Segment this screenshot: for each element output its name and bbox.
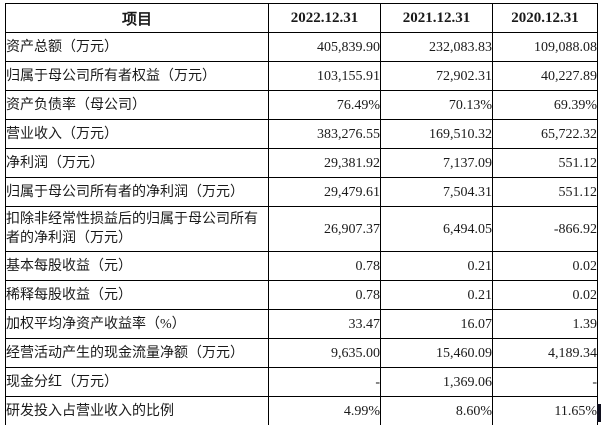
table-row-parent-net-profit: 归属于母公司所有者的净利润（万元） 29,479.61 7,504.31 551… xyxy=(5,177,598,207)
value-cell: 232,083.83 xyxy=(380,32,493,62)
table-row-diluted-eps: 稀释每股收益（元） 0.78 0.21 0.02 xyxy=(5,280,598,310)
value-cell: - xyxy=(268,367,381,397)
value-cell: 33.47 xyxy=(268,309,381,339)
row-label: 归属于母公司所有者权益（万元） xyxy=(5,61,269,91)
header-row: 项目 2022.12.31 2021.12.31 2020.12.31 xyxy=(5,3,598,33)
row-label: 归属于母公司所有者的净利润（万元） xyxy=(5,177,269,207)
column-header-2020: 2020.12.31 xyxy=(492,3,598,33)
row-label: 稀释每股收益（元） xyxy=(5,280,269,310)
value-cell: 40,227.89 xyxy=(492,61,598,91)
value-cell: 551.12 xyxy=(492,177,598,207)
value-cell: 1.39 xyxy=(492,309,598,339)
row-label: 基本每股收益（元） xyxy=(5,251,269,281)
row-label: 加权平均净资产收益率（%） xyxy=(5,309,269,339)
table-row-operating-cash-flow: 经营活动产生的现金流量净额（万元） 9,635.00 15,460.09 4,1… xyxy=(5,338,598,368)
row-label: 现金分红（万元） xyxy=(5,367,269,397)
value-cell: 0.78 xyxy=(268,280,381,310)
value-cell: 0.78 xyxy=(268,251,381,281)
text-cursor xyxy=(597,404,601,422)
table-row-rd-ratio: 研发投入占营业收入的比例 4.99% 8.60% 11.65% xyxy=(5,396,598,425)
value-cell: 65,722.32 xyxy=(492,119,598,149)
value-cell: 11.65% xyxy=(492,396,598,425)
value-cell: 169,510.32 xyxy=(380,119,493,149)
value-cell: 4,189.34 xyxy=(492,338,598,368)
value-cell: 70.13% xyxy=(380,90,493,120)
value-cell: 6,494.05 xyxy=(380,206,493,252)
value-cell: 72,902.31 xyxy=(380,61,493,91)
value-cell: 16.07 xyxy=(380,309,493,339)
financial-summary-table: 项目 2022.12.31 2021.12.31 2020.12.31 资产总额… xyxy=(5,3,598,425)
value-cell: 29,381.92 xyxy=(268,148,381,178)
row-label: 资产总额（万元） xyxy=(5,32,269,62)
value-cell: 0.02 xyxy=(492,251,598,281)
row-label: 资产负债率（母公司） xyxy=(5,90,269,120)
value-cell: 383,276.55 xyxy=(268,119,381,149)
table-row-revenue: 营业收入（万元） 383,276.55 169,510.32 65,722.32 xyxy=(5,119,598,149)
column-header-2021: 2021.12.31 xyxy=(380,3,493,33)
value-cell: 4.99% xyxy=(268,396,381,425)
value-cell: 0.02 xyxy=(492,280,598,310)
table-row-roe: 加权平均净资产收益率（%） 33.47 16.07 1.39 xyxy=(5,309,598,339)
table-row-parent-equity: 归属于母公司所有者权益（万元） 103,155.91 72,902.31 40,… xyxy=(5,61,598,91)
value-cell: 7,137.09 xyxy=(380,148,493,178)
row-label: 研发投入占营业收入的比例 xyxy=(5,396,269,425)
value-cell: 405,839.90 xyxy=(268,32,381,62)
value-cell: 0.21 xyxy=(380,280,493,310)
value-cell: 7,504.31 xyxy=(380,177,493,207)
column-header-2022: 2022.12.31 xyxy=(268,3,381,33)
value-cell: 1,369.06 xyxy=(380,367,493,397)
value-cell: -866.92 xyxy=(492,206,598,252)
value-cell: 69.39% xyxy=(492,90,598,120)
value-cell: 551.12 xyxy=(492,148,598,178)
table-row-net-profit: 净利润（万元） 29,381.92 7,137.09 551.12 xyxy=(5,148,598,178)
value-cell: 109,088.08 xyxy=(492,32,598,62)
value-cell: 76.49% xyxy=(268,90,381,120)
value-cell: 8.60% xyxy=(380,396,493,425)
row-label: 净利润（万元） xyxy=(5,148,269,178)
value-cell: 26,907.37 xyxy=(268,206,381,252)
table-row-debt-ratio: 资产负债率（母公司） 76.49% 70.13% 69.39% xyxy=(5,90,598,120)
value-cell: 103,155.91 xyxy=(268,61,381,91)
value-cell: 29,479.61 xyxy=(268,177,381,207)
value-cell: 9,635.00 xyxy=(268,338,381,368)
column-header-item: 项目 xyxy=(5,3,269,33)
table-row-deducted-net-profit: 扣除非经常性损益后的归属于母公司所有者的净利润（万元） 26,907.37 6,… xyxy=(5,206,598,252)
table-row-cash-dividend: 现金分红（万元） - 1,369.06 - xyxy=(5,367,598,397)
table-row-basic-eps: 基本每股收益（元） 0.78 0.21 0.02 xyxy=(5,251,598,281)
row-label: 营业收入（万元） xyxy=(5,119,269,149)
row-label: 经营活动产生的现金流量净额（万元） xyxy=(5,338,269,368)
value-cell: 0.21 xyxy=(380,251,493,281)
row-label: 扣除非经常性损益后的归属于母公司所有者的净利润（万元） xyxy=(5,206,269,252)
table-row-total-assets: 资产总额（万元） 405,839.90 232,083.83 109,088.0… xyxy=(5,32,598,62)
value-cell: - xyxy=(492,367,598,397)
value-cell: 15,460.09 xyxy=(380,338,493,368)
